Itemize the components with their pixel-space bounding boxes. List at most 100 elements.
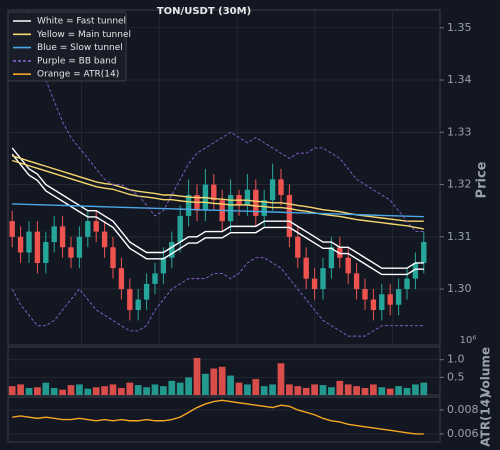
volume-bar — [25, 387, 33, 395]
legend-box — [7, 11, 127, 82]
candle-body — [85, 221, 91, 237]
volume-bar — [244, 384, 251, 395]
candle-body — [185, 195, 192, 216]
candle-body — [152, 273, 158, 284]
candle-body — [68, 247, 74, 258]
overlay-line — [27, 10, 424, 233]
candle-body — [269, 179, 276, 201]
axes: 1.30 1.31 1.32 1.33 1.34 1.35 0.5 1.0 0.006 0.008 — [440, 21, 479, 440]
volume-bar — [336, 380, 344, 395]
y-tick-label: 0.006 — [447, 427, 479, 440]
volume-bar — [92, 387, 100, 395]
candle-body — [143, 283, 150, 300]
candle-body — [160, 257, 167, 274]
volume-bar — [277, 363, 285, 395]
volume-bar — [118, 387, 125, 395]
volume-bar — [84, 388, 92, 395]
volume-bar — [168, 380, 176, 395]
candle-body — [93, 221, 99, 232]
volume-bar — [8, 386, 16, 395]
y-tick-label: 1.0 — [447, 353, 465, 366]
volume-bar — [252, 379, 260, 395]
candle-body — [211, 184, 217, 201]
candle-body — [17, 236, 24, 253]
volume-bar — [134, 385, 142, 395]
volume-bar — [294, 386, 302, 395]
volume-bar — [126, 382, 134, 395]
volume-bar — [17, 384, 24, 395]
candle-body — [278, 179, 284, 196]
volume-bar — [370, 384, 377, 395]
overlay-line — [12, 399, 424, 435]
volume-bar — [210, 368, 218, 395]
overlay-line — [12, 203, 424, 218]
y-tick-label: 1.32 — [447, 178, 472, 191]
candle-body — [404, 278, 410, 290]
candle-body — [127, 289, 133, 310]
y-tick-label: 0.5 — [447, 370, 465, 383]
volume-bar — [50, 387, 58, 395]
volume-bar — [344, 384, 352, 395]
volume-bar — [151, 384, 159, 395]
candle-body — [110, 247, 116, 269]
candle-body — [76, 236, 83, 258]
volume-bar — [235, 382, 243, 395]
volume-bar — [286, 384, 293, 395]
volume-bar — [302, 387, 310, 395]
candle-body — [51, 226, 57, 243]
candle-body — [244, 189, 251, 206]
volume-bar — [76, 384, 83, 395]
candle-body — [421, 242, 427, 263]
volume-bar — [218, 366, 226, 395]
candle-body — [337, 247, 343, 258]
candle-body — [177, 215, 183, 243]
volume-bar — [101, 386, 108, 395]
candle-body — [101, 231, 108, 248]
candle-body — [227, 195, 234, 222]
candle-body — [328, 247, 335, 269]
volume-bar — [34, 387, 41, 395]
volume-bar — [353, 386, 360, 395]
candle-body — [412, 262, 419, 279]
candle-body — [59, 226, 66, 248]
volume-bar — [109, 384, 117, 395]
candle-body — [26, 231, 32, 253]
y-tick-label: 0.008 — [447, 403, 479, 416]
volume-bar — [176, 382, 184, 395]
legend-label: Orange = ATR(14) — [37, 70, 119, 80]
overlay-line — [11, 257, 424, 337]
candle-body — [253, 189, 259, 216]
legend-label: Blue = Slow tunnel — [37, 43, 123, 53]
volume-bar — [395, 386, 402, 395]
candle-body — [311, 278, 318, 290]
volume-axis-label: Volume — [479, 347, 493, 397]
price-panel — [7, 9, 441, 346]
volume-bar — [403, 387, 411, 395]
overlay-line — [11, 153, 424, 276]
volume-bar — [160, 386, 167, 395]
chart-title: TON/USDT (30M) — [157, 6, 251, 17]
legend-label: Yellow = Main tunnel — [36, 30, 131, 40]
volume-bar — [378, 387, 386, 395]
candle-body — [295, 236, 301, 258]
volume-bar — [227, 375, 234, 395]
legend-label: Purple = BB band — [37, 56, 117, 66]
y-tick-label: 1.31 — [447, 230, 472, 243]
volume-bar — [311, 384, 318, 395]
y-tick-label: 1.30 — [447, 282, 472, 295]
overlay-line — [11, 159, 424, 230]
volume-bar — [361, 387, 369, 395]
candle-body — [362, 289, 368, 300]
volume-bar — [328, 387, 335, 395]
volume-bar — [260, 386, 268, 395]
y-axis-label: Price — [475, 161, 490, 198]
candle-body — [118, 268, 125, 290]
volume-bar — [67, 385, 75, 395]
volume-bar — [143, 387, 150, 395]
candle-body — [9, 221, 15, 237]
candle-body — [169, 242, 175, 258]
atr-panel — [7, 396, 441, 443]
candle-body — [303, 257, 309, 279]
y-tick-label: 1.34 — [447, 73, 472, 86]
